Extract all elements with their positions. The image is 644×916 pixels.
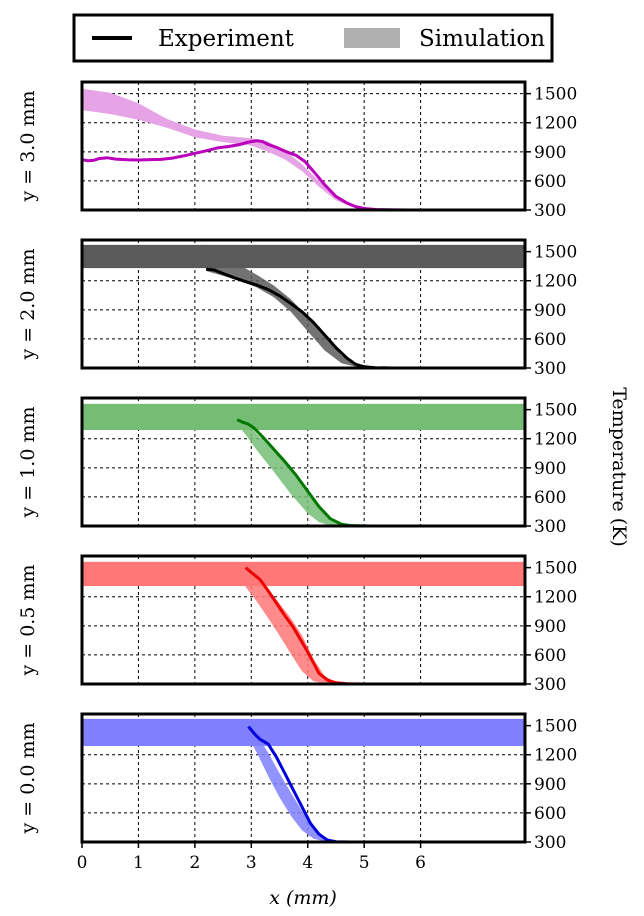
y-tick-label: 300 bbox=[534, 833, 566, 853]
panel-frame bbox=[80, 554, 527, 686]
panel-frame bbox=[80, 396, 527, 528]
experiment-line bbox=[236, 418, 421, 526]
y-tick-label: 900 bbox=[534, 143, 566, 163]
y-tick-label: 600 bbox=[534, 804, 566, 824]
panel-label: y = 2.0 mm bbox=[17, 248, 39, 360]
x-tick-label: 5 bbox=[359, 853, 370, 873]
x-tick-label: 3 bbox=[246, 853, 257, 873]
panel-label: y = 3.0 mm bbox=[17, 90, 39, 202]
plot-area bbox=[82, 561, 525, 684]
legend-experiment-label: Experiment bbox=[158, 26, 295, 52]
y-axis-title: Temperature (K) bbox=[608, 387, 630, 547]
y-tick-label: 900 bbox=[534, 301, 566, 321]
legend-box bbox=[72, 13, 554, 63]
panels: 300 600 900 1200 1500 y = 3.0 mm 300 600 900 1200… bbox=[17, 80, 577, 853]
x-axis-title: x (mm) bbox=[269, 887, 337, 909]
simulation-flat-band bbox=[82, 244, 525, 269]
y-tick-label: 600 bbox=[534, 172, 566, 192]
panel-frame bbox=[80, 712, 527, 844]
y-tick-label: 600 bbox=[534, 646, 566, 666]
y-tick-label: 900 bbox=[534, 459, 566, 479]
simulation-band bbox=[206, 244, 376, 368]
x-axis: 0 1 2 3 4 5 6 bbox=[77, 842, 426, 873]
y-tick-label: 600 bbox=[534, 330, 566, 350]
y-tick-label: 1200 bbox=[534, 430, 577, 450]
y-tick-label: 1200 bbox=[534, 272, 577, 292]
plot-area bbox=[82, 88, 421, 210]
legend-simulation-swatch bbox=[344, 28, 400, 48]
y-tick-label: 300 bbox=[534, 517, 566, 537]
legend-simulation-label: Simulation bbox=[419, 26, 545, 52]
experiment-line bbox=[206, 267, 421, 368]
x-tick-label: 4 bbox=[302, 853, 313, 873]
plot-area bbox=[82, 244, 525, 368]
panel-1: 300 600 900 1200 1500 y = 2.0 mm bbox=[17, 238, 577, 379]
y-tick-label: 1200 bbox=[534, 114, 577, 134]
plot-area bbox=[82, 403, 525, 526]
experiment-line bbox=[247, 725, 421, 842]
grid bbox=[82, 82, 525, 210]
y-tick-label: 600 bbox=[534, 488, 566, 508]
y-tick-label: 1500 bbox=[534, 559, 577, 579]
y-tick-label: 1500 bbox=[534, 717, 577, 737]
panel-2: 300 600 900 1200 1500 y = 1.0 mm bbox=[17, 396, 577, 537]
panel-frame bbox=[80, 80, 527, 212]
y-tick-label: 1500 bbox=[534, 401, 577, 421]
panel-4: 300 600 900 1200 1500 y = 0.0 mm bbox=[17, 712, 577, 853]
panel-label: y = 0.0 mm bbox=[17, 722, 39, 834]
y-tick-label: 300 bbox=[534, 675, 566, 695]
simulation-band bbox=[237, 416, 365, 526]
panel-label: y = 0.5 mm bbox=[17, 564, 39, 676]
plot-area bbox=[82, 718, 525, 842]
y-tick-label: 900 bbox=[534, 617, 566, 637]
x-tick-label: 6 bbox=[415, 853, 426, 873]
legend: Experiment Simulation bbox=[72, 13, 554, 63]
x-tick-label: 2 bbox=[189, 853, 200, 873]
y-tick-label: 300 bbox=[534, 201, 566, 221]
panel-label: y = 1.0 mm bbox=[17, 406, 39, 518]
y-tick-label: 1500 bbox=[534, 243, 577, 263]
panel-3: 300 600 900 1200 1500 y = 0.5 mm bbox=[17, 554, 577, 695]
y-tick-label: 900 bbox=[534, 775, 566, 795]
x-tick-label: 1 bbox=[133, 853, 144, 873]
simulation-flat-band bbox=[82, 718, 525, 746]
simulation-flat-band bbox=[82, 403, 525, 430]
panel-0: 300 600 900 1200 1500 y = 3.0 mm bbox=[17, 80, 577, 221]
y-tick-label: 1500 bbox=[534, 85, 577, 105]
panel-frame bbox=[80, 238, 527, 370]
y-tick-label: 1200 bbox=[534, 588, 577, 608]
y-tick-label: 300 bbox=[534, 359, 566, 379]
simulation-flat-band bbox=[82, 561, 525, 587]
x-tick-label: 0 bbox=[77, 853, 88, 873]
y-tick-label: 1200 bbox=[534, 746, 577, 766]
simulation-band bbox=[82, 88, 421, 210]
experiment-line bbox=[82, 139, 421, 210]
